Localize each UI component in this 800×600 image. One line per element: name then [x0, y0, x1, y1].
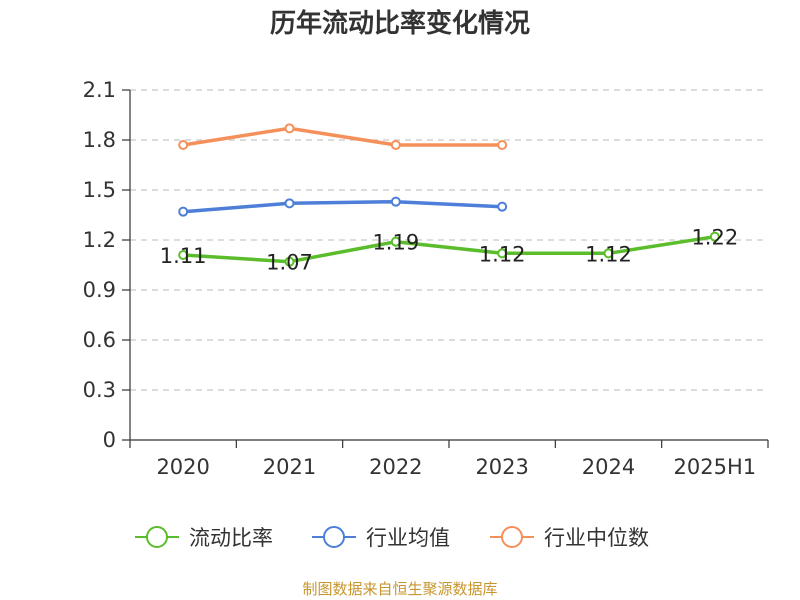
x-tick-label: 2021 [263, 455, 316, 479]
data-point [390, 236, 401, 247]
data-label: 1.07 [266, 251, 313, 275]
series-line [182, 126, 503, 147]
data-point [709, 231, 720, 242]
x-tick-label: 2022 [369, 455, 422, 479]
chart-title: 历年流动比率变化情况 [270, 8, 530, 39]
x-axis: 2020 2021 2022 2023 2024 2025H1 [129, 439, 769, 479]
data-point [390, 196, 401, 207]
x-tick-label: 2020 [156, 455, 209, 479]
data-point [178, 250, 189, 260]
data-point [497, 140, 508, 150]
data-label: 1.12 [479, 242, 526, 266]
y-tick-label: 2.1 [83, 78, 116, 102]
grid-lines [130, 89, 768, 391]
legend-label: 行业均值 [366, 526, 450, 550]
legend-label: 行业中位数 [544, 526, 649, 550]
legend-marker [146, 526, 168, 548]
data-point [497, 201, 508, 212]
data-point [284, 256, 295, 267]
data-point [497, 248, 508, 259]
source-text: 制图数据来自恒生聚源数据库 [302, 580, 497, 598]
data-label: 1.19 [372, 231, 419, 255]
data-point [603, 248, 614, 259]
y-tick-label: 1.2 [83, 228, 116, 252]
series-line [183, 199, 503, 214]
data-point [178, 206, 189, 217]
x-tick-label: 2023 [475, 455, 528, 479]
y-tick-label: 0 [103, 428, 116, 452]
x-tick-label: 2025H1 [674, 455, 757, 479]
legend-marker [501, 526, 523, 548]
y-tick-label: 0.6 [83, 328, 116, 352]
x-tick-label: 2024 [582, 455, 635, 479]
y-axis: 0 0.3 0.6 0.9 1.2 1.5 1.8 2.1 [83, 78, 131, 452]
y-tick-label: 0.3 [83, 378, 116, 402]
legend-marker [323, 526, 345, 548]
legend: 流动比率 行业均值 行业中位数 [135, 526, 649, 550]
data-label: 1.22 [691, 226, 738, 250]
data-point [390, 140, 401, 150]
legend-label: 流动比率 [189, 526, 273, 550]
data-point [284, 123, 295, 134]
data-label: 1.11 [160, 244, 207, 268]
data-point [178, 140, 189, 150]
data-point [284, 198, 295, 209]
y-tick-label: 0.9 [83, 278, 116, 302]
y-tick-label: 1.5 [83, 178, 116, 202]
series-group: 1.11 1.07 1.19 1.12 1.12 1.22 [160, 123, 738, 275]
data-label: 1.12 [585, 242, 632, 266]
y-tick-label: 1.8 [83, 128, 116, 152]
series-line [183, 234, 716, 264]
